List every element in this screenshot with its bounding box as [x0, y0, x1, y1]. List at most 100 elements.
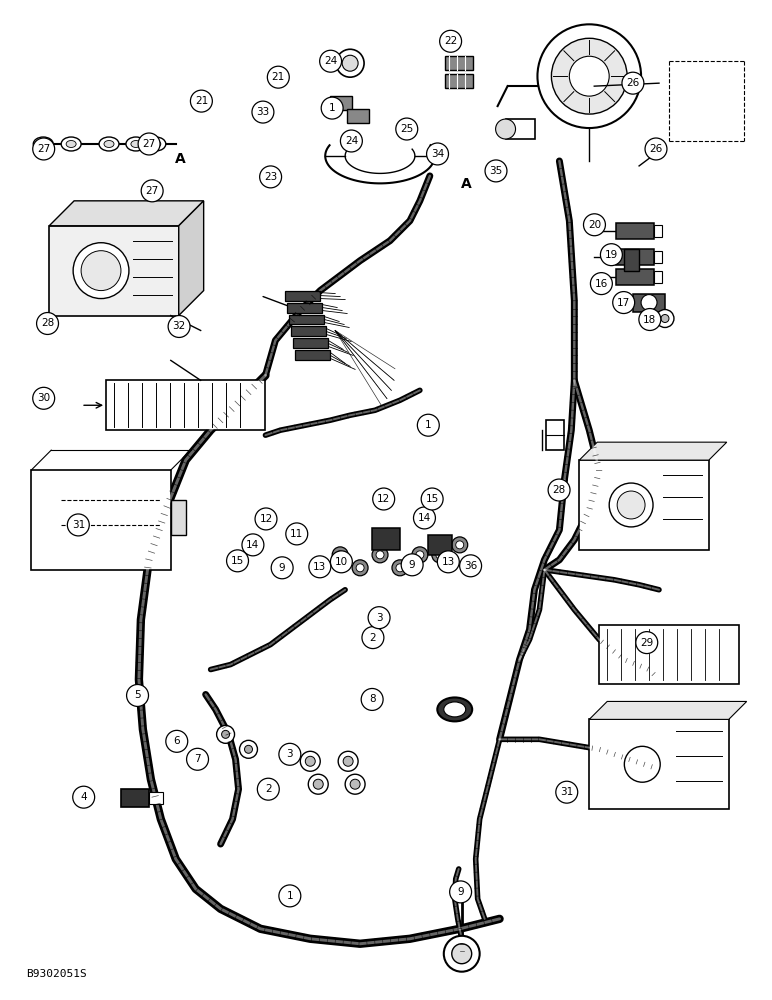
Circle shape [259, 166, 282, 188]
Circle shape [168, 316, 190, 337]
Bar [599, 625, 739, 684]
Text: 34: 34 [431, 149, 444, 159]
Text: 30: 30 [37, 393, 50, 403]
Text: 15: 15 [425, 494, 438, 504]
Circle shape [257, 778, 279, 800]
Ellipse shape [146, 137, 166, 151]
Circle shape [373, 488, 394, 510]
Text: 23: 23 [264, 172, 277, 182]
Text: 11: 11 [290, 529, 303, 539]
Bar [49, 226, 179, 316]
Circle shape [344, 756, 353, 766]
Circle shape [645, 138, 667, 160]
Circle shape [432, 547, 448, 563]
Text: 26: 26 [649, 144, 662, 154]
Circle shape [356, 564, 364, 572]
Circle shape [569, 56, 609, 96]
Bar [616, 269, 654, 285]
Text: 35: 35 [489, 166, 503, 176]
Circle shape [255, 508, 277, 530]
Circle shape [309, 556, 331, 578]
Circle shape [305, 756, 315, 766]
Circle shape [73, 243, 129, 299]
Text: 4: 4 [80, 792, 87, 802]
Circle shape [187, 748, 208, 770]
Text: 19: 19 [604, 250, 618, 260]
Text: 16: 16 [594, 279, 608, 289]
Circle shape [452, 537, 468, 553]
Circle shape [340, 130, 362, 152]
Text: 9: 9 [409, 560, 415, 570]
Ellipse shape [437, 697, 472, 721]
Text: 31: 31 [560, 787, 574, 797]
Circle shape [245, 745, 252, 753]
Circle shape [422, 488, 443, 510]
Text: 9: 9 [457, 887, 464, 897]
Circle shape [321, 97, 343, 119]
Bar [32, 470, 171, 570]
Circle shape [548, 479, 570, 501]
Circle shape [625, 746, 660, 782]
Ellipse shape [99, 137, 119, 151]
Ellipse shape [151, 141, 161, 147]
Text: 2: 2 [265, 784, 272, 794]
Circle shape [239, 740, 258, 758]
Circle shape [350, 779, 360, 789]
Circle shape [551, 38, 627, 114]
Text: 22: 22 [444, 36, 457, 46]
Circle shape [622, 72, 644, 94]
Circle shape [368, 607, 390, 629]
Text: 3: 3 [286, 749, 293, 759]
Text: 27: 27 [37, 144, 50, 154]
Bar [171, 500, 186, 535]
Text: 5: 5 [134, 690, 141, 700]
Bar [654, 271, 662, 283]
Circle shape [656, 310, 674, 327]
Circle shape [661, 315, 669, 322]
Circle shape [440, 30, 462, 52]
Bar [506, 119, 536, 139]
Text: 27: 27 [146, 186, 159, 196]
Text: 18: 18 [643, 315, 656, 325]
Ellipse shape [131, 141, 141, 147]
Bar [579, 460, 709, 550]
Text: 36: 36 [464, 561, 477, 571]
Circle shape [32, 387, 55, 409]
Text: 27: 27 [143, 139, 156, 149]
Circle shape [362, 627, 384, 649]
Text: 8: 8 [369, 694, 375, 704]
Text: 1: 1 [329, 103, 336, 113]
Text: 24: 24 [324, 56, 337, 66]
Bar [654, 225, 662, 237]
Text: A: A [174, 152, 185, 166]
Text: 20: 20 [588, 220, 601, 230]
Circle shape [166, 730, 188, 752]
Circle shape [401, 554, 423, 576]
Text: 13: 13 [313, 562, 327, 572]
Bar [296, 350, 330, 360]
Bar [589, 719, 729, 809]
Text: 17: 17 [617, 298, 630, 308]
Circle shape [414, 507, 435, 529]
Circle shape [617, 491, 645, 519]
Polygon shape [49, 201, 204, 226]
Circle shape [452, 944, 472, 964]
Circle shape [455, 541, 464, 549]
Ellipse shape [66, 141, 76, 147]
Circle shape [138, 133, 160, 155]
Circle shape [32, 138, 55, 160]
Circle shape [436, 551, 444, 559]
Text: 12: 12 [259, 514, 273, 524]
Polygon shape [589, 701, 747, 719]
Text: 1: 1 [425, 420, 432, 430]
Circle shape [67, 514, 90, 536]
Text: 12: 12 [377, 494, 391, 504]
Circle shape [308, 774, 328, 794]
Text: 21: 21 [195, 96, 208, 106]
Circle shape [336, 49, 364, 77]
Circle shape [639, 309, 661, 330]
Bar [547, 420, 564, 450]
Bar [654, 251, 662, 263]
Circle shape [141, 180, 163, 202]
Circle shape [485, 160, 507, 182]
